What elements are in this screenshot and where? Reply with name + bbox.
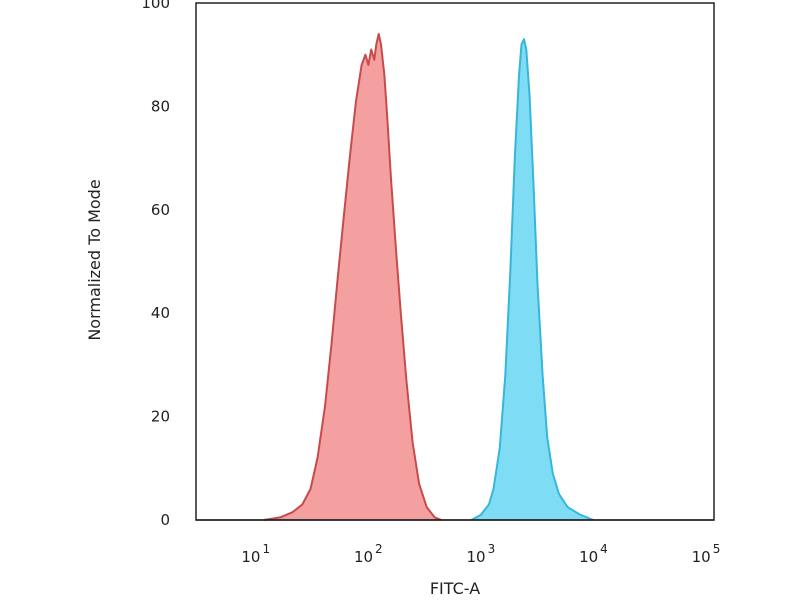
histogram-2-fill <box>471 39 594 520</box>
x-tick-label: 10 1 <box>241 542 270 566</box>
series-layer <box>196 33 714 521</box>
y-axis-title: Normalized To Mode <box>85 179 104 340</box>
x-tick-label: 10 3 <box>467 542 496 566</box>
y-tick-label: 80 <box>151 97 170 115</box>
histogram-2-outline <box>470 38 594 521</box>
x-axis-ticks: 10 1 10 2 10 3 10 4 10 5 <box>241 542 720 566</box>
y-tick-label: 0 <box>160 511 170 529</box>
y-tick-label: 40 <box>151 304 170 322</box>
y-axis-ticks: 0 20 40 60 80 100 <box>141 0 170 529</box>
x-tick-label: 10 4 <box>579 542 608 566</box>
x-tick-label: 10 2 <box>354 542 383 566</box>
x-tick-label: 10 5 <box>692 542 721 566</box>
histogram-1-fill <box>263 34 442 520</box>
x-axis-title: FITC-A <box>430 579 480 598</box>
y-tick-label: 60 <box>151 201 170 219</box>
y-tick-label: 20 <box>151 408 170 426</box>
plot-frame <box>195 2 715 521</box>
histogram-1-outline <box>263 33 442 521</box>
y-tick-label: 100 <box>141 0 170 12</box>
